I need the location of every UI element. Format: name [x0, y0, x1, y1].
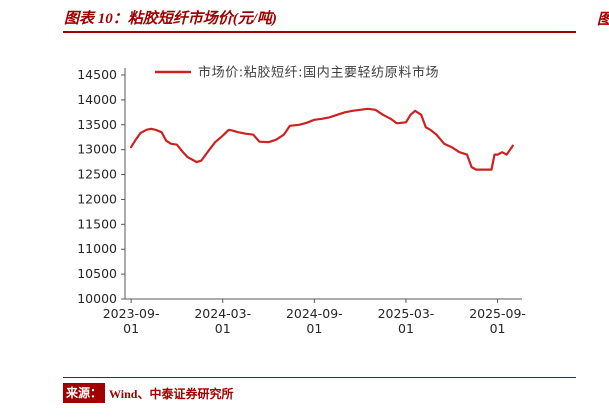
x-tick-label: 01 [123, 321, 139, 336]
price-line-chart: 10000 10500 11000 11500 12000 12500 13000 13500… [77, 65, 526, 337]
y-tick-label: 10000 [77, 291, 117, 306]
y-tick-label: 10500 [77, 266, 117, 281]
price-series-line [129, 107, 514, 171]
y-tick-label: 14500 [77, 67, 117, 82]
y-tick-label: 14000 [77, 92, 117, 107]
chart-title: 图表 10：粘胶短纤市场价(元/吨) [64, 11, 277, 27]
x-tick-label: 2023-09- [103, 306, 160, 321]
legend-label: 市场价:粘胶短纤:国内主要轻纺原料市场 [198, 65, 439, 81]
x-tick-label: 2024-09- [286, 306, 343, 321]
y-tick-label: 13000 [77, 142, 117, 157]
y-tick-label: 11000 [77, 241, 117, 256]
adjacent-chart-fragment: 图 [597, 8, 609, 29]
y-tick-label: 12000 [77, 191, 117, 206]
x-tick-label: 2025-09- [469, 306, 526, 321]
source-text: Wind、中泰证券研究所 [109, 386, 234, 401]
footer-divider [63, 377, 576, 378]
x-tick-label: 01 [490, 321, 506, 336]
source-row: 来源： Wind、中泰证券研究所 [63, 383, 233, 403]
source-label: 来源： [63, 383, 106, 403]
x-tick-label: 2024-03- [194, 306, 251, 321]
x-tick-label: 2025-03- [378, 306, 435, 321]
y-tick-label: 13500 [77, 117, 117, 132]
y-tick-label: 12500 [77, 167, 117, 182]
x-tick-label: 01 [215, 321, 231, 336]
x-tick-label: 01 [306, 321, 322, 336]
title-underline [63, 31, 576, 33]
x-tick-label: 01 [398, 321, 414, 336]
y-tick-label: 11500 [77, 216, 117, 231]
